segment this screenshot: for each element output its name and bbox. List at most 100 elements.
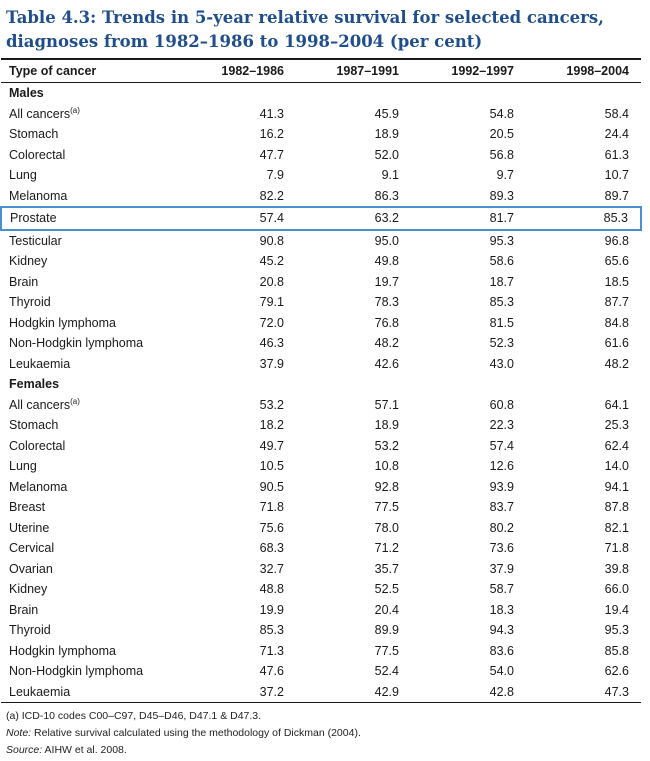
table-row: Uterine 75.6 78.0 80.2 82.1: [1, 518, 641, 539]
row-label-cell: Testicular: [1, 230, 181, 252]
value-cell: 45.2: [259, 254, 284, 269]
value-cell: 82.2: [259, 188, 284, 203]
value-cell: 52.3: [489, 336, 514, 351]
value-cell: 89.3: [489, 188, 514, 203]
value-cell: 83.6: [489, 643, 514, 658]
value-cell: 95.3: [489, 233, 514, 248]
row-label: Thyroid: [9, 623, 51, 638]
row-label: Lung: [9, 459, 37, 474]
value-cell: 37.9: [259, 356, 284, 371]
value-cell: 95.3: [604, 623, 629, 638]
value-cell: 43.0: [489, 356, 514, 371]
row-label-cell: Kidney: [1, 251, 181, 272]
value-cell: 71.3: [259, 643, 284, 658]
row-label: All cancers: [9, 106, 71, 121]
value-cell: 57.4: [181, 206, 296, 231]
table-row: Leukaemia 37.2 42.9 42.8 47.3: [1, 681, 641, 703]
value-cell: 77.5: [374, 643, 399, 658]
value-cell: 87.7: [604, 295, 629, 310]
row-label-cell: Hodgkin lymphoma: [1, 313, 181, 334]
row-label-cell: Non-Hodgkin lymphoma: [1, 661, 181, 682]
row-label: Kidney: [9, 582, 48, 597]
source-label: Source:: [6, 744, 43, 756]
table-row: Stomach 18.2 18.9 22.3 25.3: [1, 415, 641, 436]
row-label-cell: Stomach: [1, 415, 181, 436]
row-label: Uterine: [9, 520, 50, 535]
table-row: Non-Hodgkin lymphoma 46.3 48.2 52.3 61.6: [1, 333, 641, 354]
value-cell: 35.7: [374, 561, 399, 576]
value-cell: 18.9: [374, 418, 399, 433]
table-notes: (a) ICD-10 codes C00–C97, D45–D46, D47.1…: [6, 708, 361, 759]
row-label: Ovarian: [9, 561, 53, 576]
row-label: Breast: [9, 500, 46, 515]
value-cell: 49.8: [374, 254, 399, 269]
row-label: Non-Hodgkin lymphoma: [9, 664, 144, 679]
header-1992-1997: 1992–1997: [411, 58, 526, 83]
value-cell: 54.0: [489, 664, 514, 679]
value-cell: 77.5: [374, 500, 399, 515]
value-cell: 75.6: [259, 520, 284, 535]
value-cell: 76.8: [374, 315, 399, 330]
row-label-cell: Brain: [1, 600, 181, 621]
value-cell: 72.0: [259, 315, 284, 330]
footnote-a: (a) ICD-10 codes C00–C97, D45–D46, D47.1…: [6, 710, 262, 722]
value-cell: 78.3: [374, 295, 399, 310]
value-cell: 63.2: [296, 206, 411, 231]
table-row: Melanoma 90.5 92.8 93.9 94.1: [1, 477, 641, 498]
value-cell: 80.2: [489, 520, 514, 535]
value-cell: 47.3: [526, 681, 641, 703]
value-cell: 71.8: [604, 541, 629, 556]
value-cell: 39.8: [604, 561, 629, 576]
value-cell: 85.8: [604, 643, 629, 658]
value-cell: 18.2: [259, 418, 284, 433]
header-1998-2004: 1998–2004: [526, 58, 641, 83]
footnote-marker: (a): [70, 396, 80, 406]
value-cell: 85.3: [526, 206, 642, 231]
value-cell: 48.2: [374, 336, 399, 351]
table-body: Males All cancers(a) 41.3 45.9 54.8 58.4 Stoma…: [0, 83, 642, 703]
row-label-cell: Stomach: [1, 124, 181, 145]
row-label-cell: Colorectal: [1, 145, 181, 166]
value-cell: 12.6: [489, 459, 514, 474]
value-cell: 56.8: [489, 147, 514, 162]
value-cell: 45.9: [374, 106, 399, 121]
value-cell: 10.8: [374, 459, 399, 474]
row-label: Brain: [9, 274, 39, 289]
row-label: Stomach: [9, 127, 59, 142]
value-cell: 92.8: [374, 479, 399, 494]
value-cell: 42.9: [296, 681, 411, 703]
table-row: Colorectal 49.7 53.2 57.4 62.4: [1, 436, 641, 457]
table-row: Hodgkin lymphoma 71.3 77.5 83.6 85.8: [1, 641, 641, 662]
value-cell: 24.4: [604, 127, 629, 142]
row-label-cell: Kidney: [1, 579, 181, 600]
value-cell: 52.4: [374, 664, 399, 679]
value-cell: 79.1: [259, 295, 284, 310]
row-label-cell: Prostate: [0, 206, 181, 231]
row-label: Stomach: [9, 418, 59, 433]
table-row: Breast 71.8 77.5 83.7 87.8: [1, 497, 641, 518]
value-cell: 48.2: [604, 356, 629, 371]
section-row: Males: [1, 83, 641, 104]
value-cell: 84.8: [604, 315, 629, 330]
header-1987-1991: 1987–1991: [296, 58, 411, 83]
value-cell: 94.1: [604, 479, 629, 494]
value-cell: 62.4: [604, 438, 629, 453]
header-1982-1986: 1982–1986: [181, 58, 296, 83]
table-row: All cancers(a) 41.3 45.9 54.8 58.4: [1, 104, 641, 125]
value-cell: 14.0: [604, 459, 629, 474]
section-heading: Males: [9, 86, 44, 101]
table-row: Lung 7.9 9.1 9.7 10.7: [1, 165, 641, 186]
value-cell: 10.7: [604, 168, 629, 183]
row-label: Leukaemia: [9, 684, 71, 699]
value-cell: 20.8: [259, 274, 284, 289]
value-cell: 10.5: [259, 459, 284, 474]
table-row: Testicular 90.8 95.0 95.3 96.8: [1, 230, 641, 252]
row-label-cell: Leukaemia: [1, 681, 181, 703]
value-cell: 18.3: [489, 602, 514, 617]
value-cell: 42.6: [374, 356, 399, 371]
row-label: Colorectal: [9, 438, 66, 453]
value-cell: 96.8: [604, 233, 629, 248]
value-cell: 62.6: [604, 664, 629, 679]
value-cell: 81.7: [411, 206, 526, 231]
table-row: Lung 10.5 10.8 12.6 14.0: [1, 456, 641, 477]
